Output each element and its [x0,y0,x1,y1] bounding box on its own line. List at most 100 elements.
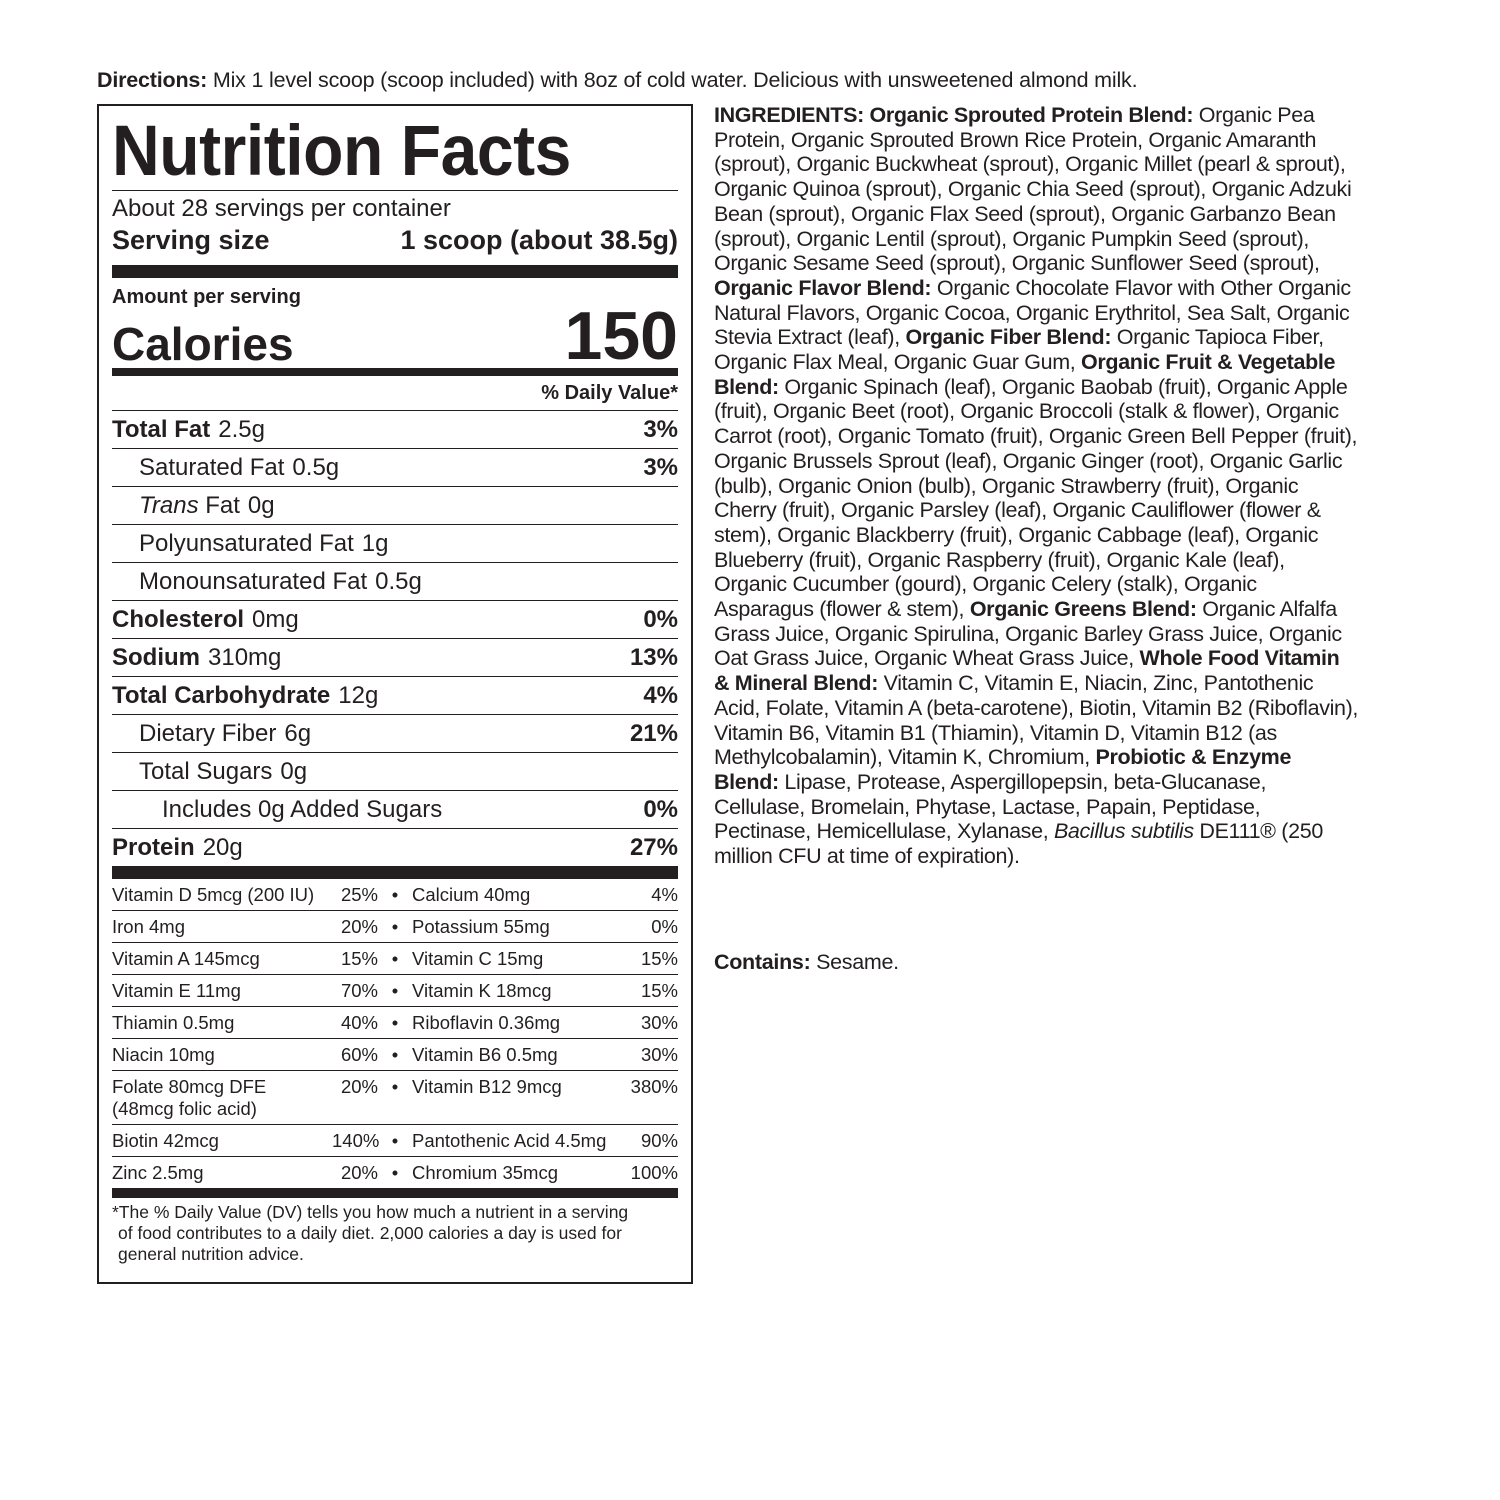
ingredients-list: INGREDIENTS: Organic Sprouted Protein Bl… [714,103,1359,869]
nutrient-amount: 0g [247,492,275,519]
vitamin-name: Vitamin E 11mg [112,980,332,1002]
nutrient-amount: 0mg [252,606,299,633]
nutrient-daily-value: 3% [643,454,678,481]
vitamin-row: Biotin 42mcg 140% • Pantothenic Acid 4.5mg 9… [112,1125,678,1157]
nutrient-daily-value: 21% [629,720,678,747]
vitamin-name: Vitamin B12 9mcg [412,1076,562,1097]
nutrient-amount: 2.5g [218,416,265,443]
nutrient-label: Sodium [112,644,200,671]
nutrient-amount: 0.5g [292,454,340,481]
vitamin-name: Vitamin A 145mcg [112,948,332,970]
vitamin-daily-value: 380% [630,1076,678,1097]
bullet: • [391,884,399,905]
footnote-line: of food contributes to a daily diet. 2,0… [118,1223,622,1243]
nutrient-name: Cholesterol 0mg [112,601,299,638]
vitamin-row: Iron 4mg 20% • Potassium 55mg 0% [112,911,678,943]
divider-thick [112,866,678,879]
directions-text: Mix 1 level scoop (scoop included) with … [207,68,1138,92]
vitamin-name: Thiamin 0.5mg [112,1012,332,1034]
nutrient-amount: 0.5g [375,568,422,595]
nutrient-amount: 310mg [208,644,282,671]
footnote: *The % Daily Value (DV) tells you how mu… [112,1202,678,1265]
vitamin-daily-value: 40% [340,1012,378,1033]
ingredient-heading: INGREDIENTS: Organic Sprouted Protein Bl… [714,103,1194,127]
vitamin-name: Iron 4mg [112,916,332,938]
bullet: • [391,916,399,937]
nutrient-name: Saturated Fat 0.5g [112,449,339,486]
vitamin-daily-value: 0% [651,916,678,937]
nutrient-row: Includes 0g Added Sugars 0% [112,791,678,829]
ingredient-heading: Organic Greens Blend: [969,597,1197,622]
nutrient-row: Polyunsaturated Fat 1g [112,525,678,563]
vitamin-name: Vitamin K 18mcg [412,980,552,1001]
vitamin-row: Niacin 10mg 60% • Vitamin B6 0.5mg 30% [112,1039,678,1071]
vitamin-row: Vitamin D 5mcg (200 IU) 25% • Calcium 40mg 4… [112,879,678,911]
vitamin-rows: Vitamin D 5mcg (200 IU) 25% • Calcium 40mg 4… [112,879,678,1188]
vitamin-name-line: (48mcg folic acid) [112,1098,257,1119]
calories: Calories 150 [112,302,678,370]
vitamin-daily-value: 100% [630,1162,678,1183]
nutrient-row: Trans Fat 0g [112,487,678,525]
nutrient-name: Dietary Fiber 6g [112,715,311,752]
serving-size: Serving size 1 scoop (about 38.5g) [112,223,678,257]
vitamin-daily-value: 20% [340,1076,378,1097]
ingredient-text: Lipase, Protease, Aspergillopepsin, beta… [714,769,1267,844]
vitamin-name: Potassium 55mg [412,916,550,937]
vitamin-row: Folate 80mcg DFE (48mcg folic acid) 20% • Vi… [112,1071,678,1125]
vitamin-name: Pantothenic Acid 4.5mg [412,1130,607,1151]
nutrient-row: Total Fat 2.5g 3% [112,411,678,449]
nutrient-label: Includes 0g Added Sugars [162,796,443,823]
vitamin-name: Vitamin B6 0.5mg [412,1044,558,1065]
nutrient-name: Total Fat 2.5g [112,411,265,448]
ingredient-heading: Organic Fruit & Vegetable Blend: [714,350,1336,399]
vitamin-name: Riboflavin 0.36mg [412,1012,561,1033]
nutrition-facts-title: Nutrition Facts [112,112,571,191]
nutrient-label: Cholesterol [112,606,245,633]
vitamin-name: Zinc 2.5mg [112,1162,332,1184]
contains-value: Sesame. [810,950,899,974]
ingredient-text: Organic Alfalfa Grass Juice, Organic Spi… [714,597,1342,671]
nutrient-label: Monounsaturated Fat [139,568,368,595]
ingredient-text: Organic Spinach (leaf), Organic Baobab (… [714,374,1358,622]
nutrient-name: Total Sugars 0g [112,753,307,790]
nutrient-row: Cholesterol 0mg 0% [112,601,678,639]
bullet: • [391,1162,399,1183]
nutrient-name: Trans Fat 0g [112,487,275,524]
ingredient-text: Organic Tapioca Fiber, Organic Flax Meal… [714,325,1324,375]
nutrient-name: Protein 20g [112,829,243,866]
nutrient-name: Total Carbohydrate 12g [112,677,378,714]
vitamin-row: Zinc 2.5mg 20% • Chromium 35mcg 100% [112,1157,678,1188]
footnote-line: *The % Daily Value (DV) tells you how mu… [112,1202,629,1222]
directions: Directions: Mix 1 level scoop (scoop inc… [97,68,1138,93]
vitamin-name-line: Vitamin E 11mg [112,980,241,1001]
nutrient-label: Saturated Fat [139,454,285,481]
bullet: • [391,1076,399,1097]
ingredient-text: DE111® (250 million CFU at time of expir… [714,819,1323,869]
nutrient-row: Saturated Fat 0.5g 3% [112,449,678,487]
nutrient-label: Total Fat [112,416,211,443]
vitamin-name: Chromium 35mcg [412,1162,558,1183]
vitamin-row: Thiamin 0.5mg 40% • Riboflavin 0.36mg 30% [112,1007,678,1039]
nutrient-rows: Total Fat 2.5g 3% Saturated Fat 0.5g 3% Trans … [112,411,678,866]
divider-medium [112,368,678,376]
nutrient-label: Total Sugars [139,758,273,785]
vitamin-name: Biotin 42mcg [112,1130,332,1152]
nutrient-amount: 6g [284,720,312,747]
servings-per-container: About 28 servings per container [112,195,451,222]
ingredient-text: Vitamin C, Vitamin E, Niacin, Zinc, Pant… [714,671,1359,770]
nutrient-amount: 20g [202,834,243,861]
nutrient-name: Polyunsaturated Fat 1g [112,525,389,562]
ingredient-heading: Whole Food Vitamin & Mineral Blend: [714,646,1340,696]
nutrient-amount: 12g [338,682,379,709]
nutrient-row: Total Carbohydrate 12g 4% [112,677,678,715]
vitamin-name-line: Zinc 2.5mg [112,1162,204,1183]
ingredient-heading: Organic Flavor Blend: [714,275,932,300]
nutrient-name: Monounsaturated Fat 0.5g [112,563,422,600]
nutrition-facts-panel: Nutrition Facts About 28 servings per co… [97,104,693,1284]
vitamin-row: Vitamin E 11mg 70% • Vitamin K 18mcg 15% [112,975,678,1007]
bullet: • [391,980,399,1001]
footnote-line: general nutrition advice. [118,1244,304,1264]
bullet: • [391,1012,399,1033]
nutrient-row: Monounsaturated Fat 0.5g [112,563,678,601]
contains-label: Contains: [714,950,811,974]
